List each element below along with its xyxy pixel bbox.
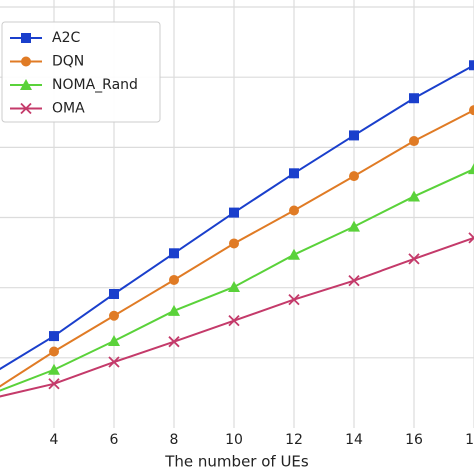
- marker: [49, 346, 59, 357]
- marker: [348, 220, 360, 232]
- marker: [348, 275, 360, 287]
- x-tick-label: 6: [110, 432, 119, 448]
- x-tick-label: 10: [225, 432, 243, 448]
- marker: [169, 248, 179, 259]
- marker: [408, 253, 420, 265]
- marker: [289, 168, 299, 179]
- marker: [288, 293, 300, 306]
- x-tick-label: 14: [345, 432, 363, 448]
- marker: [48, 363, 60, 375]
- legend-label: DQN: [52, 54, 84, 70]
- marker: [168, 304, 180, 316]
- legend: A2C DQN NOMA_Rand OMA: [1, 21, 161, 123]
- marker: [21, 33, 31, 43]
- marker: [20, 79, 32, 90]
- marker: [468, 163, 474, 175]
- x-axis-label: The number of UEs: [164, 453, 309, 471]
- legend-label: A2C: [52, 30, 80, 46]
- marker: [49, 331, 59, 342]
- legend-label: OMA: [52, 101, 85, 117]
- legend-label: NOMA_Rand: [52, 77, 138, 93]
- marker: [20, 102, 32, 115]
- x-tick-label: 12: [285, 432, 303, 448]
- marker: [48, 378, 60, 390]
- marker: [288, 248, 300, 260]
- x-tick-label: 4: [50, 432, 59, 448]
- marker: [228, 280, 240, 292]
- marker: [409, 93, 419, 104]
- x-tick-label: 18: [465, 432, 474, 448]
- marker: [108, 356, 120, 368]
- marker: [469, 105, 474, 116]
- marker: [408, 190, 420, 202]
- marker: [21, 56, 31, 67]
- marker: [229, 207, 239, 218]
- x-tick-label: 16: [405, 432, 423, 448]
- marker: [349, 171, 359, 182]
- marker: [168, 336, 180, 348]
- marker: [109, 310, 119, 321]
- marker: [109, 288, 119, 299]
- marker: [108, 334, 120, 346]
- marker: [409, 136, 419, 147]
- marker: [349, 130, 359, 141]
- x-tick-label: 8: [170, 432, 179, 448]
- marker: [169, 274, 179, 285]
- marker: [469, 60, 474, 71]
- marker: [468, 232, 474, 244]
- marker: [228, 315, 240, 327]
- legend-box: [1, 21, 161, 123]
- marker: [289, 205, 299, 216]
- marker: [229, 238, 239, 249]
